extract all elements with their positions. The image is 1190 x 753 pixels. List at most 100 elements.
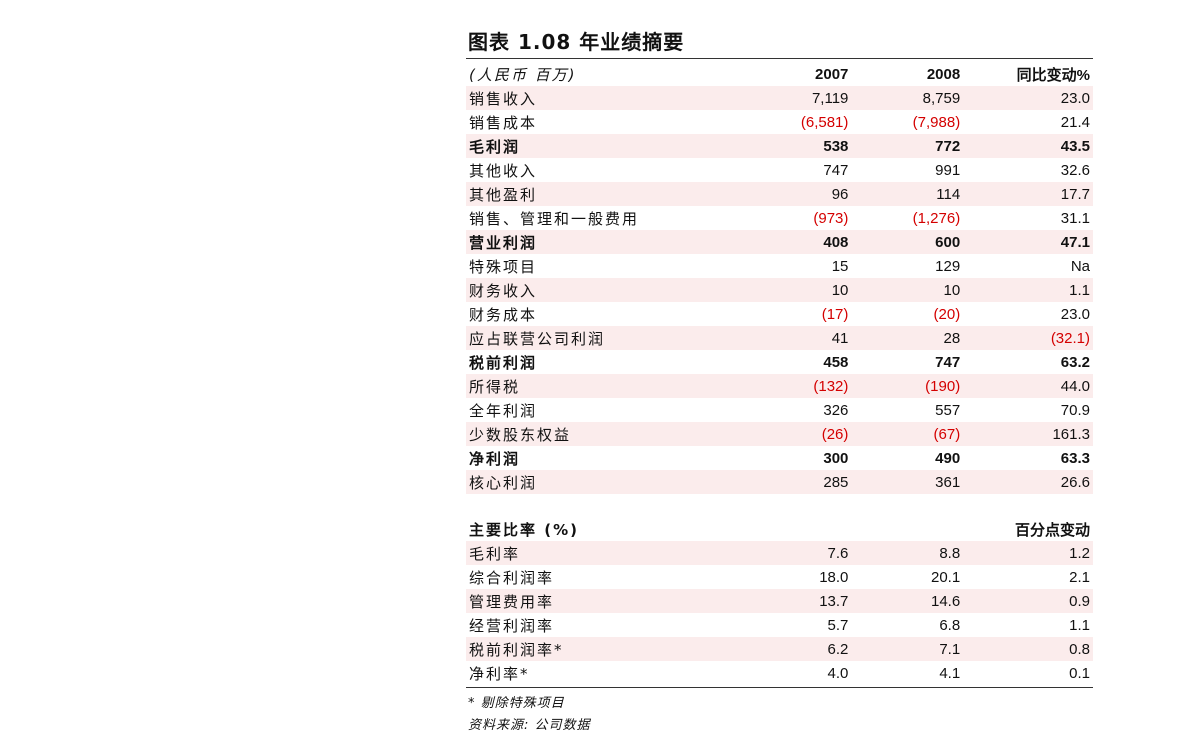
value-2008: 7.1 xyxy=(939,640,961,658)
source-note: 资料来源: 公司数据 xyxy=(468,718,591,733)
value-2008: 747 xyxy=(935,353,961,371)
change-value: 31.1 xyxy=(1060,209,1090,227)
table-row: 管理费用率 13.7 14.6 0.9 xyxy=(466,589,1093,613)
unit-label: (人民币 百万) xyxy=(469,65,577,84)
row-label: 销售收入 xyxy=(469,89,538,108)
ratio-body: 毛利率 7.6 8.8 1.2 综合利润率 18.0 20.1 2.1 管理费用率 13.7 14.… xyxy=(466,541,1093,685)
table-row: 毛利润 538 772 43.5 xyxy=(466,134,1093,158)
row-label: 核心利润 xyxy=(469,473,538,492)
value-2007: 4.0 xyxy=(827,664,849,682)
value-2008: 772 xyxy=(935,137,961,155)
change-value: (32.1) xyxy=(1050,329,1090,347)
change-value: 0.9 xyxy=(1069,592,1090,610)
value-2008: 129 xyxy=(935,257,961,275)
change-value: 23.0 xyxy=(1060,89,1090,107)
row-label: 税前利润率* xyxy=(469,640,564,659)
value-2007: 326 xyxy=(823,401,849,419)
value-2008: 28 xyxy=(943,329,961,347)
value-2008: 14.6 xyxy=(931,592,961,610)
table-row: 财务收入 10 10 1.1 xyxy=(466,278,1093,302)
row-label: 全年利润 xyxy=(469,401,538,420)
value-2007: 15 xyxy=(831,257,849,275)
report-title: 图表 1.08 年业绩摘要 xyxy=(468,30,685,54)
value-2007: 285 xyxy=(823,473,849,491)
value-2007: (132) xyxy=(813,377,849,395)
value-2007: 408 xyxy=(823,233,849,251)
value-2007: 7.6 xyxy=(827,544,849,562)
row-label: 税前利润 xyxy=(469,353,538,372)
row-label: 应占联营公司利润 xyxy=(469,329,606,348)
value-2007: 538 xyxy=(823,137,849,155)
row-label: 财务成本 xyxy=(469,305,538,324)
change-value: 0.8 xyxy=(1069,640,1090,658)
change-value: 32.6 xyxy=(1060,161,1090,179)
table-row: 销售、管理和一般费用 (973) (1,276) 31.1 xyxy=(466,206,1093,230)
value-2007: 458 xyxy=(823,353,849,371)
pp-change-header: 百分点变动 xyxy=(1014,521,1090,539)
row-label: 营业利润 xyxy=(469,233,538,252)
table-row: 净利率* 4.0 4.1 0.1 xyxy=(466,661,1093,685)
value-2008: 114 xyxy=(936,185,961,203)
value-2007: (973) xyxy=(813,209,849,227)
table-row: 净利润 300 490 63.3 xyxy=(466,446,1093,470)
row-label: 经营利润率 xyxy=(469,616,555,635)
change-value: 21.4 xyxy=(1060,113,1090,131)
ratio-table: 主要比率 (%) 百分点变动 毛利率 7.6 8.8 1.2 综合利润率 18.0 20.1… xyxy=(466,517,1093,685)
value-2007: 10 xyxy=(831,281,849,299)
value-2007: 13.7 xyxy=(819,592,849,610)
table-row: 应占联营公司利润 41 28 (32.1) xyxy=(466,326,1093,350)
row-label: 销售成本 xyxy=(469,113,538,132)
value-2008: 991 xyxy=(935,161,961,179)
change-value: 47.1 xyxy=(1060,233,1090,251)
value-2007: (26) xyxy=(821,425,849,443)
row-label: 净利率* xyxy=(469,664,530,683)
change-value: 0.1 xyxy=(1069,664,1090,682)
value-2007: 41 xyxy=(831,329,849,347)
year-2007-header: 2007 xyxy=(815,65,849,83)
table-row: 营业利润 408 600 47.1 xyxy=(466,230,1093,254)
change-value: 63.2 xyxy=(1060,353,1090,371)
summary-header-row: (人民币 百万) 2007 2008 同比变动% xyxy=(466,62,1093,86)
change-value: 23.0 xyxy=(1060,305,1090,323)
value-2008: 8,759 xyxy=(922,89,961,107)
table-row: 全年利润 326 557 70.9 xyxy=(466,398,1093,422)
value-2008: 557 xyxy=(935,401,961,419)
table-row: 核心利润 285 361 26.6 xyxy=(466,470,1093,494)
ratio-header-label: 主要比率 (%) xyxy=(469,520,579,539)
table-row: 特殊项目 15 129 Na xyxy=(466,254,1093,278)
ratio-header-row: 主要比率 (%) 百分点变动 xyxy=(466,517,1093,541)
value-2008: 8.8 xyxy=(939,544,961,562)
row-label: 净利润 xyxy=(469,449,521,468)
value-2008: 600 xyxy=(935,233,961,251)
row-label: 少数股东权益 xyxy=(469,425,572,444)
change-value: 44.0 xyxy=(1060,377,1090,395)
change-value: 63.3 xyxy=(1060,449,1090,467)
value-2008: (190) xyxy=(925,377,961,395)
row-label: 毛利率 xyxy=(469,544,521,563)
value-2008: 6.8 xyxy=(939,616,961,634)
value-2007: (17) xyxy=(821,305,849,323)
change-value: 1.2 xyxy=(1069,544,1090,562)
row-label: 其他盈利 xyxy=(469,185,538,204)
row-label: 其他收入 xyxy=(469,161,538,180)
value-2008: (67) xyxy=(933,425,961,443)
table-row: 毛利率 7.6 8.8 1.2 xyxy=(466,541,1093,565)
table-row: 所得税 (132) (190) 44.0 xyxy=(466,374,1093,398)
bottom-rule xyxy=(466,687,1093,688)
value-2007: 96 xyxy=(831,185,849,203)
summary-body: 销售收入 7,119 8,759 23.0 销售成本 (6,581) (7,988) 21.4… xyxy=(466,86,1093,494)
change-value: 2.1 xyxy=(1069,568,1090,586)
top-rule xyxy=(466,58,1093,59)
value-2008: 490 xyxy=(935,449,961,467)
value-2007: 18.0 xyxy=(819,568,849,586)
table-row: 财务成本 (17) (20) 23.0 xyxy=(466,302,1093,326)
change-value: Na xyxy=(1070,257,1090,275)
year-2008-header: 2008 xyxy=(926,65,961,83)
table-row: 税前利润率* 6.2 7.1 0.8 xyxy=(466,637,1093,661)
summary-table: (人民币 百万) 2007 2008 同比变动% 销售收入 7,119 8,759 2… xyxy=(466,62,1093,494)
change-value: 161.3 xyxy=(1052,425,1090,443)
value-2007: 5.7 xyxy=(827,616,849,634)
footnote: * 剔除特殊项目 xyxy=(468,696,565,711)
change-value: 17.7 xyxy=(1060,185,1090,203)
change-value: 1.1 xyxy=(1069,616,1090,634)
